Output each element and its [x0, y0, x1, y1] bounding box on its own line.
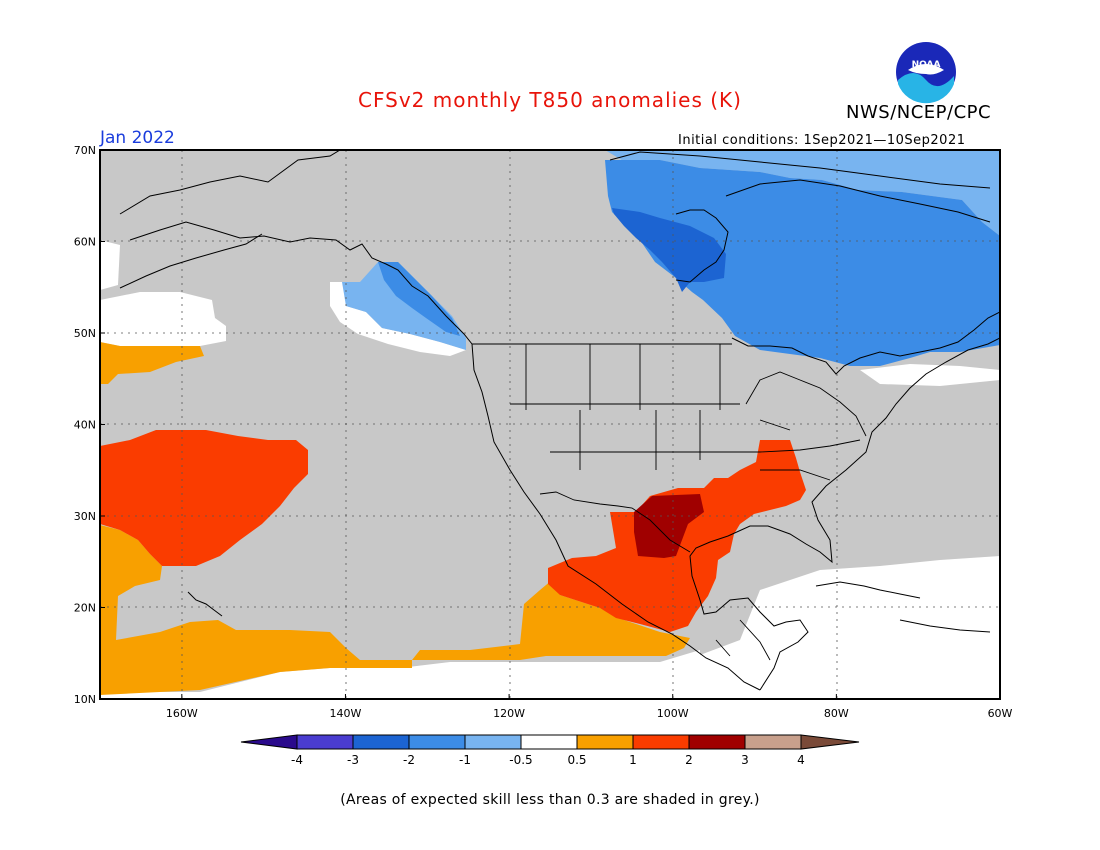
lat-tick-label: 30N	[74, 510, 96, 523]
colorbar-label: 2	[685, 753, 693, 767]
lat-tick-label: 10N	[74, 693, 96, 706]
texas-core-warm	[634, 494, 704, 558]
map-title: CFSv2 monthly T850 anomalies (K)	[358, 88, 742, 112]
colorbar-label: -1	[459, 753, 471, 767]
colorbar-box	[576, 734, 634, 750]
skill-note: (Areas of expected skill less than 0.3 a…	[340, 792, 760, 808]
map-layers	[100, 150, 1000, 699]
alaska-panhandle-cool	[342, 262, 466, 350]
forecast-month: Jan 2022	[100, 128, 175, 148]
warm-anomalies	[100, 342, 806, 695]
lat-tick-label: 60N	[74, 236, 96, 249]
logo-text: NOAA	[912, 60, 941, 70]
colorbar-label: -3	[347, 753, 359, 767]
colorbar-label: 0.5	[567, 753, 586, 767]
hudson-bay-core-cold	[612, 208, 726, 292]
central-pacific-warm	[100, 430, 308, 566]
lat-tick-label: 40N	[74, 419, 96, 432]
colorbar-label: -4	[291, 753, 303, 767]
colorbar-label: 3	[741, 753, 749, 767]
lon-tick-label: 160W	[166, 707, 198, 720]
colorbar-box	[352, 734, 410, 750]
lon-axis: 160W 140W 120W 100W 80W 60W	[166, 694, 1013, 720]
political-borders	[472, 343, 867, 661]
lat-axis: 10N 20N 30N 40N 50N 60N 70N	[74, 144, 105, 706]
northern-edge-cool	[605, 150, 1000, 236]
colorbar-right-extend	[800, 734, 860, 750]
colorbar-box	[688, 734, 746, 750]
colorbar-box	[632, 734, 690, 750]
colorbar-box	[296, 734, 354, 750]
lat-tick-label: 20N	[74, 602, 96, 615]
cool-anomalies	[342, 150, 1000, 366]
colorbar-label: 1	[629, 753, 637, 767]
lat-tick-label: 70N	[74, 144, 96, 157]
colorbar-box	[464, 734, 522, 750]
colorbar-box	[408, 734, 466, 750]
canada-cold	[605, 160, 1000, 366]
colorbar-label: -0.5	[509, 753, 532, 767]
coastlines	[119, 150, 1000, 691]
graticule	[100, 150, 1000, 699]
lon-tick-label: 100W	[657, 707, 689, 720]
lat-tick-label: 50N	[74, 327, 96, 340]
colorbar-label: -2	[403, 753, 415, 767]
lon-tick-label: 120W	[493, 707, 525, 720]
colorbar-left-extend	[240, 734, 298, 750]
lon-tick-label: 60W	[988, 707, 1013, 720]
lon-tick-label: 140W	[330, 707, 362, 720]
tropical-pacific-warm	[100, 525, 690, 695]
colorbar-label: 4	[797, 753, 805, 767]
noaa-logo-icon: NOAA	[896, 42, 956, 104]
colorbar-box	[744, 734, 802, 750]
lon-tick-label: 80W	[824, 707, 849, 720]
org-label: NWS/NCEP/CPC	[846, 102, 992, 123]
colorbar-box	[520, 734, 578, 750]
initial-conditions: Initial conditions: 1Sep2021—10Sep2021	[678, 133, 966, 148]
colorbar: -4 -3 -2 -1 -0.5 0.5 1 2 3 4	[240, 734, 860, 767]
neutral-white-areas	[100, 240, 1000, 699]
